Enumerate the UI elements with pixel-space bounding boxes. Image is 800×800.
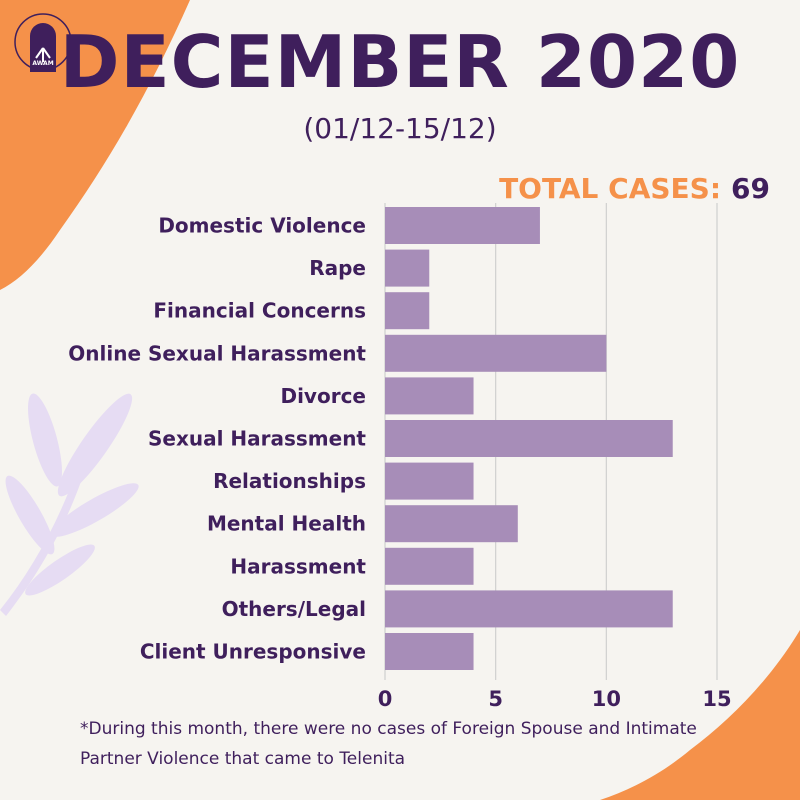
category-label: Client Unresponsive [140, 640, 366, 664]
bars [385, 207, 673, 670]
total-cases-value: 69 [731, 172, 770, 205]
bar-mental-health [385, 505, 518, 543]
leaf-branch-decoration [0, 393, 139, 616]
logo: AWAM [14, 6, 72, 78]
category-label: Domestic Violence [158, 214, 366, 238]
bar-relationships [385, 462, 474, 500]
bar-domestic-violence [385, 207, 540, 244]
x-tick-label: 15 [702, 687, 731, 711]
category-label: Harassment [230, 554, 366, 578]
bar-financial-concerns [385, 292, 430, 330]
orange-blob-bottom-right [600, 630, 800, 800]
bar-online-sexual-harassment [385, 334, 607, 372]
total-cases-label: TOTAL CASES: [499, 172, 722, 205]
bar-sexual-harassment [385, 420, 673, 457]
category-label: Sexual Harassment [148, 427, 366, 451]
category-label: Others/Legal [222, 597, 366, 621]
category-label: Mental Health [207, 512, 366, 536]
category-label: Rape [309, 256, 366, 280]
category-label: Financial Concerns [153, 299, 366, 323]
orange-blob-top-left [0, 0, 190, 290]
bar-harassment [385, 547, 474, 585]
x-tick-label: 5 [488, 687, 503, 711]
bar-client-unresponsive [385, 633, 474, 670]
category-label: Relationships [213, 469, 366, 493]
date-range-subtitle: (01/12-15/12) [303, 112, 497, 145]
bar-divorce [385, 377, 474, 415]
bar-rape [385, 249, 430, 287]
category-label: Divorce [280, 384, 366, 408]
total-cases: TOTAL CASES: 69 [499, 172, 770, 205]
page-title: DECEMBER 2020 [59, 20, 741, 104]
x-tick-labels: 0 5 10 15 [378, 687, 732, 711]
bar-others-legal [385, 590, 673, 628]
x-tick-label: 10 [592, 687, 621, 711]
logo-emblem [14, 13, 72, 72]
x-tick-label: 0 [378, 687, 393, 711]
category-label: Online Sexual Harassment [68, 341, 366, 365]
footnote: *During this month, there were no cases … [80, 719, 697, 769]
category-labels: Domestic Violence Rape Financial Concerns O… [68, 214, 366, 664]
logo-wordmark: AWAM [32, 60, 54, 67]
